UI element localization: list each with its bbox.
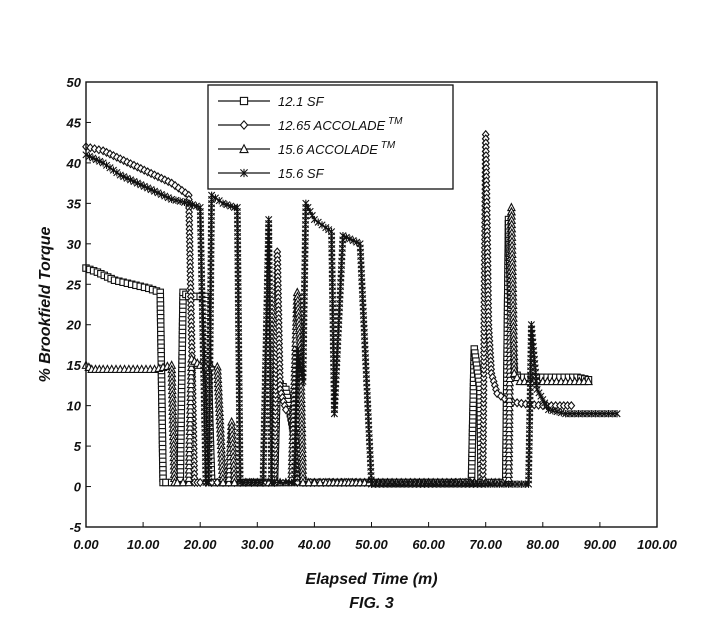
- x-tick-label: 0.00: [73, 537, 99, 552]
- legend: 12.1 SF12.65 ACCOLADE TM15.6 ACCOLADE TM…: [208, 85, 453, 189]
- y-tick-label: 45: [66, 115, 82, 130]
- x-tick-label: 90.00: [584, 537, 617, 552]
- y-tick-label: 5: [74, 439, 82, 454]
- y-tick-label: 30: [67, 237, 82, 252]
- y-tick-label: -5: [69, 520, 81, 535]
- data-point-marker: [319, 221, 325, 228]
- y-tick-label: 25: [66, 277, 82, 292]
- x-tick-label: 20.00: [183, 537, 217, 552]
- y-tick-label: 20: [66, 318, 82, 333]
- legend-label: 12.1 SF: [278, 94, 325, 109]
- x-tick-label: 60.00: [412, 537, 445, 552]
- y-tick-label: 35: [67, 196, 82, 211]
- data-point-marker: [110, 166, 116, 173]
- y-axis-title: % Brookfield Torque: [37, 226, 54, 382]
- legend-label-superscript: TM: [378, 140, 396, 151]
- x-tick-label: 80.00: [527, 537, 560, 552]
- y-tick-label: 15: [67, 358, 82, 373]
- y-tick-label: 50: [67, 75, 82, 90]
- y-tick-label: 10: [67, 399, 82, 414]
- data-point-marker: [315, 219, 321, 226]
- x-tick-label: 30.00: [241, 537, 274, 552]
- legend-label: 12.65 ACCOLADE TM: [278, 116, 403, 133]
- data-point-marker: [216, 197, 222, 204]
- data-point-marker: [114, 169, 120, 176]
- data-point-marker: [107, 164, 113, 171]
- x-tick-label: 100.00: [637, 537, 678, 552]
- x-tick-label: 40.00: [297, 537, 331, 552]
- legend-label: 15.6 SF: [278, 166, 325, 181]
- legend-label-superscript: TM: [385, 116, 403, 127]
- figure-caption: FIG. 3: [349, 595, 394, 612]
- data-point-marker: [240, 97, 247, 104]
- data-point-marker: [208, 192, 214, 199]
- y-tick-label: 40: [66, 156, 82, 171]
- data-point-marker: [103, 162, 109, 169]
- x-tick-label: 70.00: [469, 537, 502, 552]
- x-tick-label: 10.00: [127, 537, 160, 552]
- data-point-marker: [311, 216, 317, 223]
- x-axis-title: Elapsed Time (m): [305, 571, 437, 588]
- y-tick-label: 0: [74, 480, 82, 495]
- x-tick-label: 50.00: [355, 537, 388, 552]
